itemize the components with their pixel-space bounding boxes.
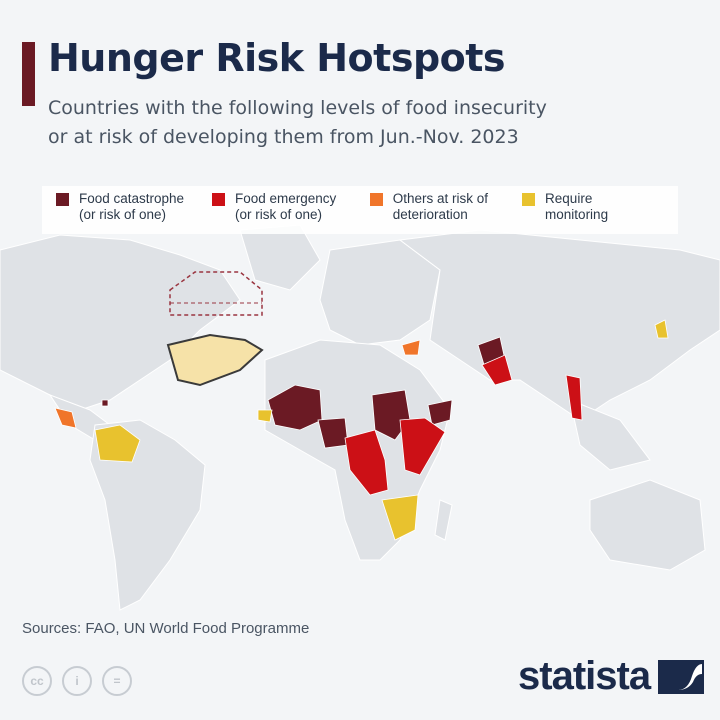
legend-label: Others at risk of deterioration [392,191,488,222]
sources: Sources: FAO, UN World Food Programme [22,620,310,637]
hotspot-emergency [481,354,513,386]
hotspot-risk [54,407,77,429]
asia [398,229,720,421]
hotspot-monitoring [257,409,273,423]
legend-swatch [522,193,536,206]
cc-icon[interactable]: cc [22,666,52,696]
by-icon[interactable]: i [62,666,92,696]
hotspot-catastrophe [101,399,109,407]
page-title: Hunger Risk Hotspots [48,36,506,80]
legend-swatch [211,193,225,206]
australia [589,479,706,571]
southeast-asia [569,399,651,471]
nd-icon[interactable]: = [102,666,132,696]
subtitle-line-1: Countries with the following levels of f… [48,97,547,119]
legend-label: Food catastrophe (or risk of one) [79,191,185,222]
hotspot-catastrophe [427,399,453,426]
legend-label: Require monitoring [545,191,609,222]
legend-label: Food emergency (or risk of one) [234,191,337,222]
brand-name: statista [518,654,651,698]
north-america [0,234,241,411]
legend: Food catastrophe (or risk of one) Food e… [42,186,678,234]
legend-item-catastrophe: Food catastrophe (or risk of one) [56,186,212,234]
legend-item-monitoring: Require monitoring [522,186,678,234]
hand-holding-bowl-icon [166,271,264,387]
legend-item-emergency: Food emergency (or risk of one) [211,186,370,234]
legend-swatch [369,193,383,206]
statista-logo[interactable]: statista [518,654,705,699]
hotspot-monitoring [654,319,669,339]
madagascar [434,499,453,541]
south-america [89,419,206,611]
title-accent-bar [22,42,35,106]
hotspot-emergency [344,429,389,496]
hotspot-emergency [565,374,583,421]
subtitle: Countries with the following levels of f… [48,94,547,152]
legend-swatch [56,193,69,206]
subtitle-line-2: or at risk of developing them from Jun.-… [48,126,519,148]
hotspot-emergency [399,417,446,476]
hotspot-monitoring [381,494,419,541]
hotspot-monitoring [94,424,141,463]
legend-item-risk: Others at risk of deterioration [369,186,522,234]
hotspot-risk [401,339,421,356]
greenland [239,224,321,291]
statista-mark-icon [658,659,705,694]
